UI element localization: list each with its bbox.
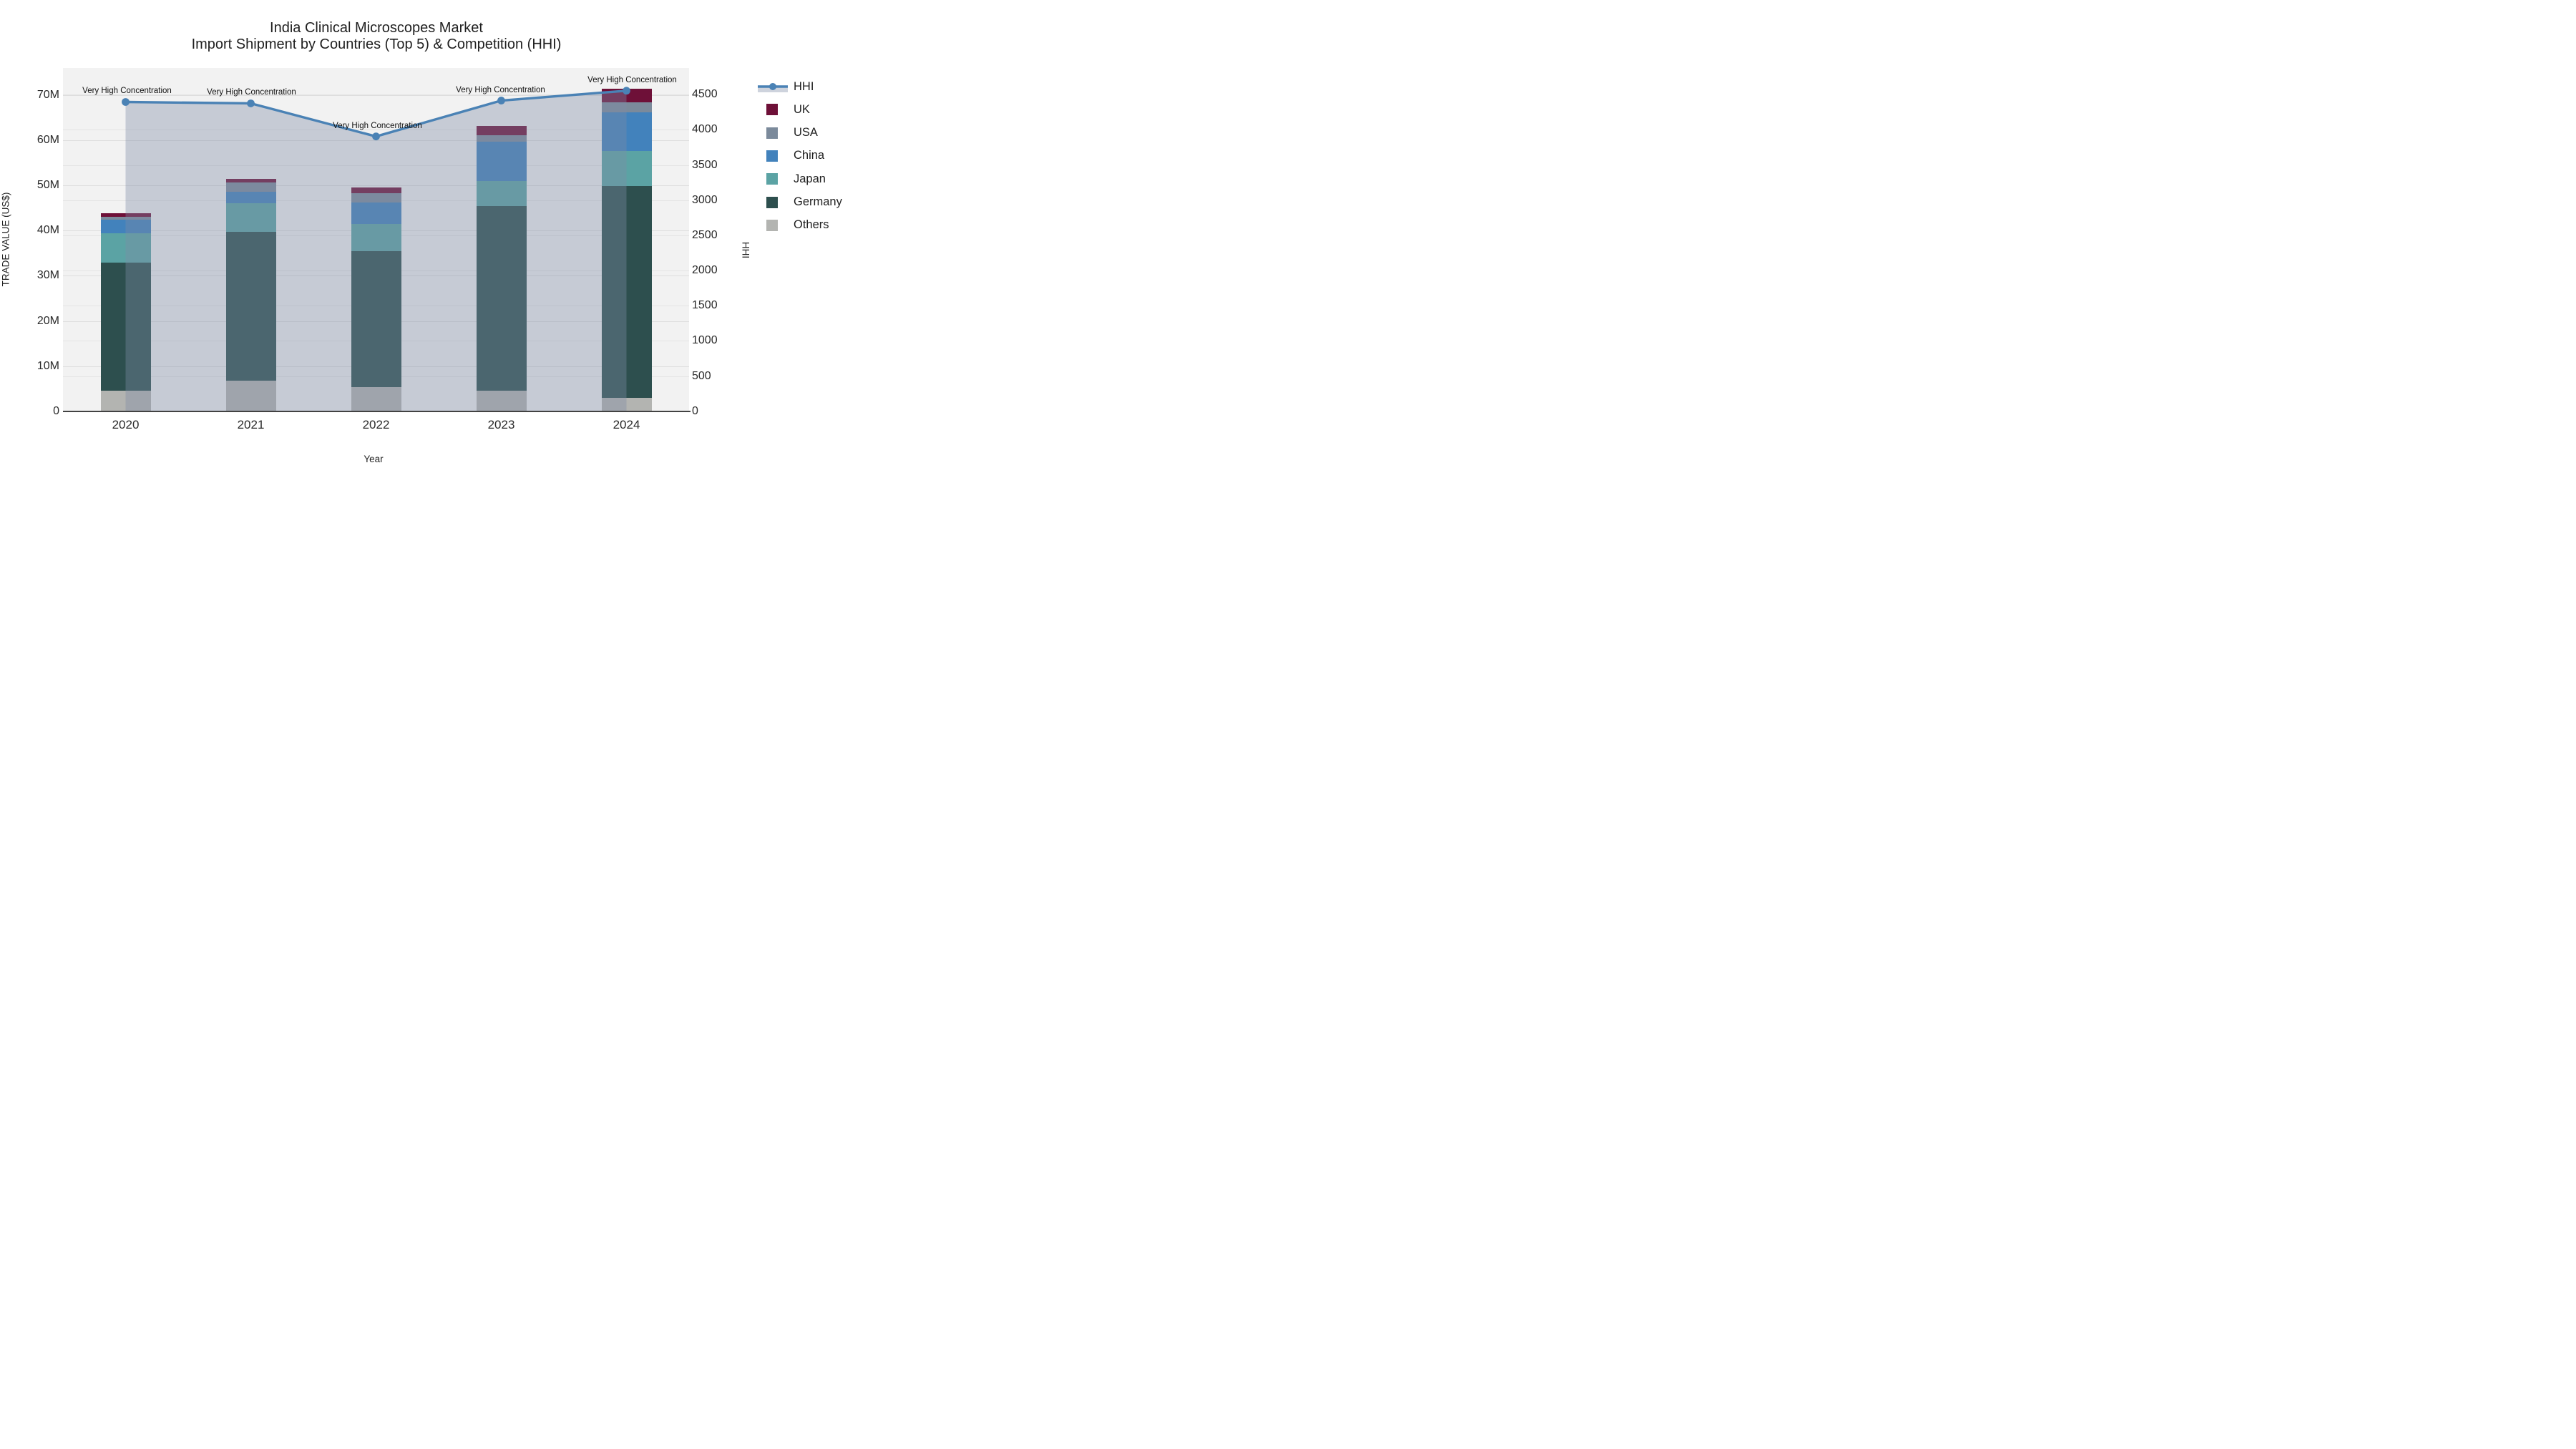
x-tick-label-2023: 2023 (487, 418, 515, 431)
bar-segment-japan-2024[interactable] (601, 150, 652, 186)
hhi-marker-2022[interactable] (372, 132, 380, 141)
bar-segment-others-2023[interactable] (476, 390, 527, 411)
legend-swatch-uk (766, 104, 778, 116)
y-right-tick-label: 0 (692, 404, 698, 417)
bar-segment-china-2020[interactable] (100, 220, 151, 234)
bar-segment-uk-2023[interactable] (476, 126, 527, 135)
bar-segment-japan-2023[interactable] (476, 181, 527, 206)
gridline-trade-value (63, 95, 689, 96)
chart-title-line2: Import Shipment by Countries (Top 5) & C… (191, 36, 562, 52)
bar-segment-germany-2023[interactable] (476, 205, 527, 391)
chart-figure: India Clinical Microscopes Market Import… (0, 0, 859, 483)
annotation-2023: Very High Concentration (456, 85, 545, 94)
chart-title-line1: India Clinical Microscopes Market (270, 20, 483, 36)
bar-segment-china-2021[interactable] (225, 192, 276, 203)
hhi-marker-2020[interactable] (122, 98, 130, 106)
y-axis-title: TRADE VALUE (US$) (0, 192, 11, 287)
hhi-marker-2021[interactable] (247, 99, 255, 107)
annotation-2024: Very High Concentration (587, 75, 677, 84)
hhi-line-layer (122, 87, 630, 411)
hhi-marker-2024[interactable] (623, 87, 630, 95)
bar-segment-others-2022[interactable] (351, 387, 401, 411)
y-left-tick-label: 70M (36, 89, 59, 101)
gridline-hhi (63, 94, 689, 96)
legend-swatch-others (766, 219, 778, 231)
bar-segment-usa-2023[interactable] (476, 135, 527, 142)
bar-segment-japan-2022[interactable] (351, 223, 401, 251)
y-left-tick-label: 10M (36, 359, 59, 372)
bar-segment-uk-2020[interactable] (100, 213, 151, 218)
legend-item-usa[interactable]: USA (758, 122, 858, 145)
y-left-tick-label: 0 (53, 404, 59, 417)
gridline-trade-value (63, 140, 689, 142)
y-right-tick-label: 2500 (692, 228, 718, 241)
legend-item-china[interactable]: China (758, 145, 858, 167)
hhi-area-fill (125, 90, 627, 411)
bar-segment-usa-2021[interactable] (225, 182, 276, 192)
hhi-marker-2023[interactable] (497, 97, 505, 104)
legend-label: Germany (794, 195, 842, 208)
y-right-tick-label: 4500 (692, 88, 718, 101)
annotation-2021: Very High Concentration (207, 88, 296, 97)
y-left-tick-label: 50M (36, 179, 59, 192)
legend-label: USA (794, 126, 818, 140)
legend-swatch-china (766, 150, 778, 162)
legend-item-others[interactable]: Others (758, 214, 858, 237)
gridline-hhi (63, 165, 689, 166)
x-tick-label-2024: 2024 (613, 418, 640, 431)
bar-segment-japan-2020[interactable] (100, 233, 151, 263)
bar-segment-china-2024[interactable] (601, 112, 652, 151)
legend-hhi-line-icon (758, 83, 788, 92)
legend-item-germany[interactable]: Germany (758, 191, 858, 214)
legend-item-japan[interactable]: Japan (758, 167, 858, 190)
legend-label: Others (794, 218, 829, 232)
bar-segment-china-2023[interactable] (476, 141, 527, 182)
legend-label: HHI (794, 79, 814, 93)
annotation-2022: Very High Concentration (333, 121, 422, 130)
bar-segment-uk-2022[interactable] (351, 187, 401, 193)
y-right-tick-label: 1000 (692, 334, 718, 347)
bar-segment-usa-2020[interactable] (100, 217, 151, 220)
y2-axis-title: HHI (740, 241, 751, 259)
y-right-tick-label: 2000 (692, 264, 718, 277)
bar-segment-usa-2024[interactable] (601, 102, 652, 112)
x-tick-label-2022: 2022 (362, 418, 390, 431)
legend-swatch-usa (766, 127, 778, 139)
y-left-tick-label: 30M (36, 269, 59, 282)
bar-segment-japan-2021[interactable] (225, 203, 276, 232)
annotation-2020: Very High Concentration (82, 87, 172, 96)
legend-label: China (794, 149, 825, 162)
legend-swatch-japan (766, 173, 778, 185)
legend-item-uk[interactable]: UK (758, 98, 858, 121)
y-right-tick-label: 3500 (692, 158, 718, 171)
y-right-tick-label: 3000 (692, 193, 718, 206)
legend-swatch-germany (766, 196, 778, 208)
chart-title: India Clinical Microscopes Market Import… (90, 20, 663, 53)
legend-label: Japan (794, 172, 826, 185)
gridline-trade-value (63, 185, 689, 187)
legend-label: UK (794, 102, 810, 116)
x-tick-label-2021: 2021 (237, 418, 265, 431)
bar-segment-germany-2020[interactable] (100, 263, 151, 391)
bar-segment-others-2024[interactable] (601, 398, 652, 411)
y-right-tick-label: 4000 (692, 123, 718, 136)
bar-segment-germany-2022[interactable] (351, 251, 401, 388)
bar-segment-others-2021[interactable] (225, 381, 276, 411)
x-axis-line (63, 411, 691, 412)
y-right-tick-label: 1500 (692, 299, 718, 312)
y-right-tick-label: 500 (692, 369, 711, 382)
y-left-tick-label: 20M (36, 314, 59, 327)
legend-item-hhi[interactable]: HHI (758, 75, 858, 98)
y-left-tick-label: 60M (36, 134, 59, 147)
bar-segment-others-2020[interactable] (100, 390, 151, 411)
bar-segment-germany-2021[interactable] (225, 231, 276, 381)
bar-segment-usa-2022[interactable] (351, 192, 401, 203)
x-axis-title: Year (364, 454, 384, 464)
bar-segment-uk-2021[interactable] (225, 179, 276, 183)
bar-segment-germany-2024[interactable] (601, 185, 652, 399)
x-tick-label-2020: 2020 (112, 418, 140, 431)
y-left-tick-label: 40M (36, 224, 59, 237)
bar-segment-china-2022[interactable] (351, 203, 401, 224)
